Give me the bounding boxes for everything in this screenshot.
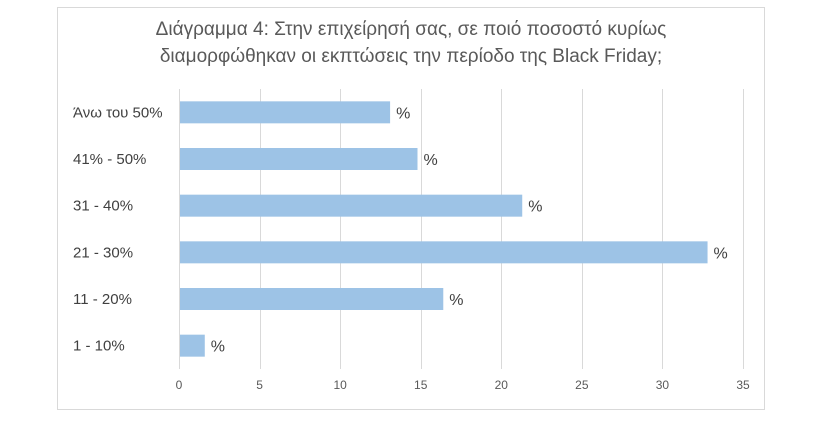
x-tick-label-4: 20	[495, 378, 509, 392]
chart-title: Διάγραμμα 4: Στην επιχείρησή σας, σε ποι…	[58, 16, 764, 70]
chart-frame: Διάγραμμα 4: Στην επιχείρησή σας, σε ποι…	[57, 7, 765, 410]
x-tick-label-0: 0	[176, 378, 183, 392]
x-tick-label-2: 10	[333, 378, 347, 392]
data-label-1: %	[423, 152, 437, 169]
bar-5	[180, 334, 205, 357]
category-label-2: 31 - 40%	[73, 198, 133, 215]
chart-title-line-1: Διάγραμμα 4: Στην επιχείρησή σας, σε ποι…	[155, 19, 667, 40]
chart-title-line-2: διαμορφώθηκαν οι εκπτώσεις την περίοδο τ…	[159, 46, 663, 67]
category-label-0: Άνω του 50%	[73, 104, 163, 121]
bar-3	[180, 241, 708, 264]
bar-0	[180, 101, 391, 124]
x-tick-label-6: 30	[656, 378, 670, 392]
bar-1	[180, 148, 418, 170]
data-label-5: %	[211, 339, 225, 356]
bar-4	[180, 288, 444, 310]
x-tick-label-3: 15	[414, 378, 428, 392]
category-label-1: 41% - 50%	[73, 151, 146, 168]
data-label-3: %	[714, 245, 728, 262]
x-tick-label-5: 25	[575, 378, 589, 392]
category-label-4: 11 - 20%	[73, 291, 132, 308]
x-tick-label-7: 35	[736, 378, 750, 392]
bar-2	[180, 194, 523, 217]
data-label-0: %	[396, 105, 410, 122]
data-label-4: %	[449, 292, 463, 309]
data-label-2: %	[528, 199, 542, 216]
category-label-5: 1 - 10%	[73, 338, 125, 355]
x-tick-label-1: 5	[256, 378, 263, 392]
category-label-3: 21 - 30%	[73, 244, 133, 261]
